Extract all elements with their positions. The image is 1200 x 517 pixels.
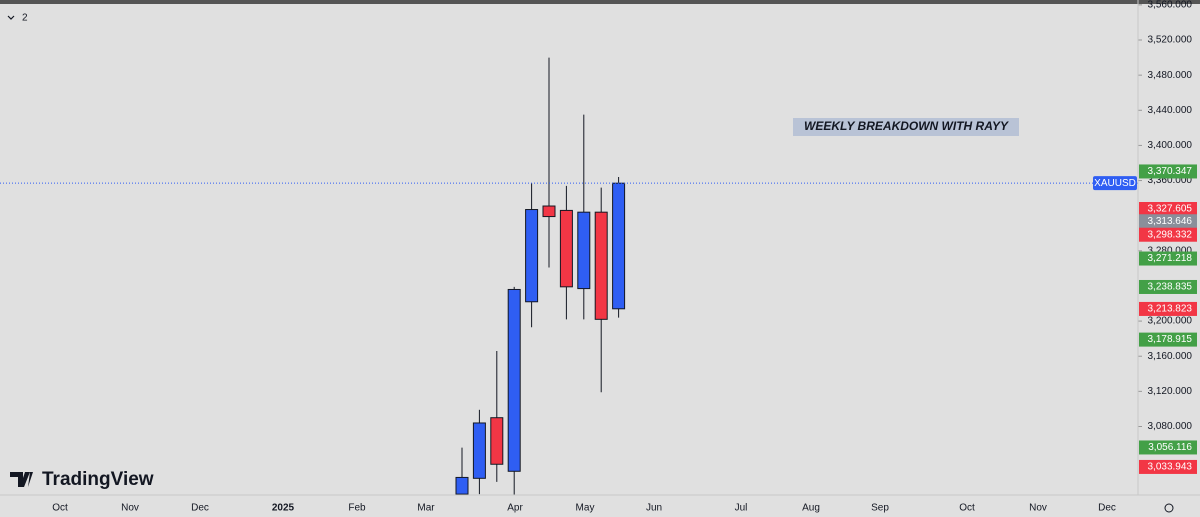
interval-count: 2 <box>22 13 28 24</box>
x-tick-label: Nov <box>121 503 139 514</box>
y-tick-label: 3,200.000 <box>1148 316 1193 327</box>
price-badge <box>1139 164 1197 179</box>
x-tick-label: Apr <box>507 503 523 514</box>
price-badge <box>1139 251 1197 266</box>
candle-body <box>594 211 608 320</box>
y-tick-label: 3,560.000 <box>1148 0 1193 11</box>
symbol: XAUUSD <box>1094 178 1136 189</box>
price-badge <box>1139 202 1197 217</box>
x-tick-label: Oct <box>959 503 975 514</box>
candle-body <box>577 211 591 290</box>
price-badge <box>1139 214 1197 229</box>
y-tick-label: 3,120.000 <box>1148 386 1193 397</box>
x-tick-label: Aug <box>802 503 820 514</box>
y-tick-label: 3,080.000 <box>1148 421 1193 432</box>
settings-icon[interactable] <box>1164 503 1174 513</box>
y-tick-label: 3,440.000 <box>1148 105 1193 116</box>
annotation: WEEKLY BREAKDOWN WITH RAYY <box>804 119 1009 133</box>
candle-body <box>490 417 504 465</box>
price-badge <box>1139 227 1197 242</box>
brand: TradingView <box>42 469 154 490</box>
x-tick-label: 2025 <box>272 503 295 514</box>
candle-body <box>612 182 626 310</box>
price-badge-label: 3,178.915 <box>1148 334 1193 345</box>
x-tick-label: Sep <box>871 503 889 514</box>
x-tick-label: Jun <box>646 503 662 514</box>
candle-body <box>507 288 521 472</box>
price-badge <box>1139 459 1197 474</box>
price-badge-label: 3,271.218 <box>1148 253 1193 264</box>
x-tick-label: Feb <box>348 503 366 514</box>
price-badge-label: 3,056.116 <box>1148 442 1192 453</box>
y-tick-label: 3,280.000 <box>1148 245 1193 256</box>
price-badge-label: 3,033.943 <box>1148 462 1193 473</box>
price-badge <box>1139 440 1197 455</box>
x-tick-label: Jul <box>735 503 748 514</box>
symbol-badge <box>1093 176 1137 191</box>
candle-body <box>542 205 556 218</box>
x-tick-label: Oct <box>52 503 68 514</box>
annotation-box <box>793 118 1019 136</box>
y-tick-label: 3,520.000 <box>1148 35 1193 46</box>
x-tick-label: May <box>576 503 595 514</box>
x-tick-label: Mar <box>417 503 435 514</box>
collapse-icon[interactable] <box>7 15 15 20</box>
logo: TradingView <box>10 469 154 490</box>
candle-body <box>525 209 539 303</box>
x-tick-label: Nov <box>1029 503 1047 514</box>
price-badge <box>1139 279 1197 294</box>
price-badge <box>1139 332 1197 347</box>
candle-body <box>472 422 486 479</box>
x-tick-label: Dec <box>1098 503 1116 514</box>
y-tick-label: 3,480.000 <box>1148 70 1193 81</box>
y-tick-label: 3,160.000 <box>1148 351 1193 362</box>
x-tick-label: Dec <box>191 503 209 514</box>
price-badge-label: 3,370.347 <box>1148 166 1193 177</box>
price-badge-label: 3,298.332 <box>1148 229 1193 240</box>
price-badge-label: 3,238.835 <box>1148 282 1193 293</box>
candle-body <box>559 209 573 288</box>
top-bar <box>0 0 1200 4</box>
candle-body <box>455 476 469 495</box>
price-badge-label: 3,327.605 <box>1148 204 1193 215</box>
price-badge-label: 3,313.646 <box>1148 216 1193 227</box>
y-tick-label: 3,400.000 <box>1148 140 1193 151</box>
price-badge <box>1139 301 1197 316</box>
price-badge-label: 3,213.823 <box>1148 304 1193 315</box>
y-tick-label: 3,360.000 <box>1148 175 1193 186</box>
